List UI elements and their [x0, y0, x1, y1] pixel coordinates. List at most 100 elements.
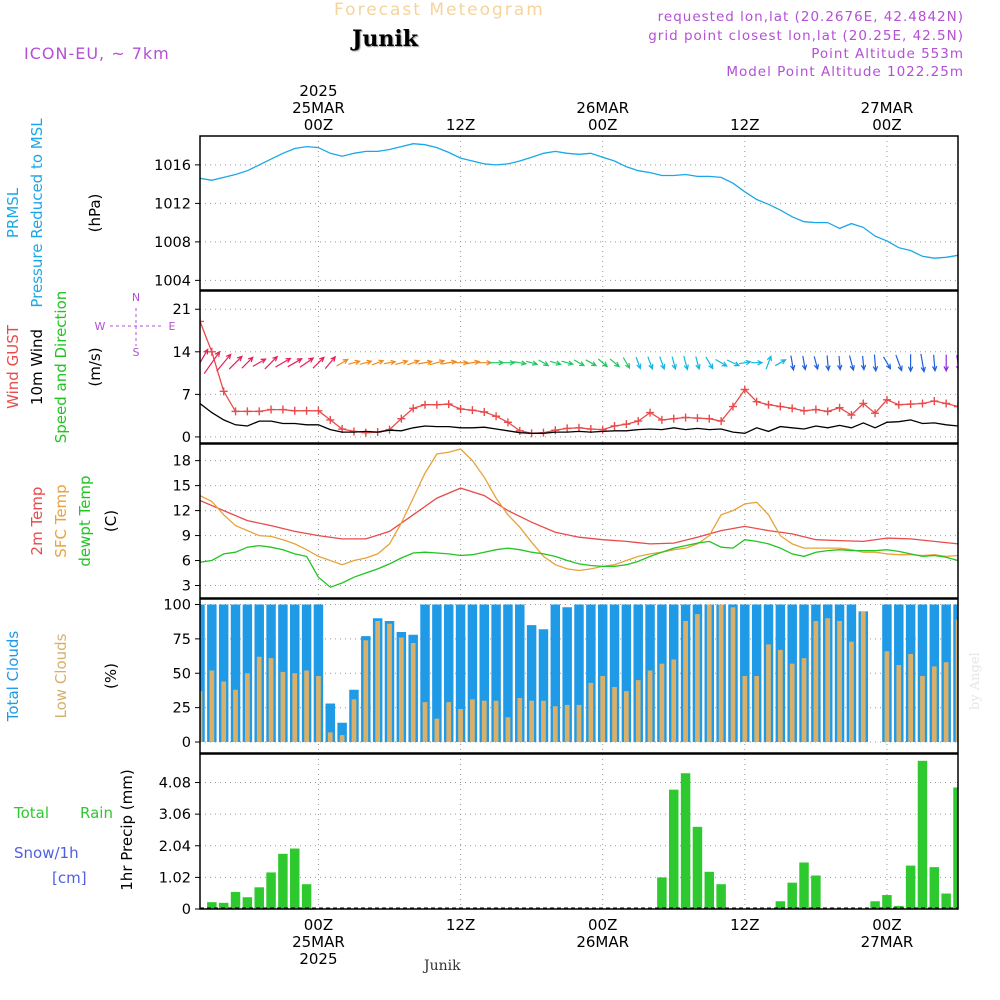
top-time-label: 26MAR	[576, 99, 629, 117]
low-cloud-bar	[896, 665, 902, 742]
low-cloud-bar	[730, 607, 736, 742]
gust-marker	[740, 385, 749, 394]
low-cloud-bar	[612, 687, 617, 742]
wind-arrow	[907, 354, 914, 373]
low-cloud-bar	[410, 643, 416, 742]
top-time-label: 25MAR	[292, 99, 345, 117]
wind-arrow	[252, 358, 267, 367]
temp-ytick-label: 12	[173, 504, 191, 520]
low-cloud-bar	[398, 637, 404, 742]
gust-marker	[290, 406, 299, 415]
gust-marker	[361, 428, 370, 437]
gust-marker	[966, 393, 974, 401]
bottom-time-label: 26MAR	[576, 933, 629, 951]
total-cloud-bar	[443, 604, 454, 742]
low-cloud-bar	[588, 682, 594, 742]
clouds-axis-label: Low Clouds	[52, 633, 70, 718]
total-cloud-bar	[597, 604, 608, 742]
total-cloud-bar	[538, 629, 549, 742]
rain-bar	[301, 884, 312, 909]
gust-marker	[172, 293, 180, 301]
wind-arrow	[774, 359, 787, 367]
wind-arrow	[407, 359, 421, 366]
low-cloud-bar	[813, 621, 819, 742]
rain-bar	[704, 871, 715, 909]
rain-bar	[680, 773, 691, 909]
wind-arrow	[751, 360, 764, 366]
gust-marker	[776, 402, 785, 411]
gust-marker	[954, 402, 958, 411]
wind-arrow	[813, 356, 820, 371]
rain-bar	[905, 865, 916, 909]
wind-arrow	[241, 356, 254, 369]
total-cloud-bar	[200, 604, 205, 742]
wind-arrow	[882, 356, 892, 370]
gust-marker	[610, 421, 619, 430]
top-time-label: 00Z	[872, 116, 901, 134]
wind-arrow	[860, 355, 867, 371]
total-cloud-bar	[325, 703, 336, 742]
wind-arrow	[647, 356, 654, 371]
gust-marker	[693, 414, 702, 423]
low-cloud-bar	[446, 702, 452, 742]
gust-marker	[752, 397, 761, 406]
wind-arrow	[299, 357, 315, 368]
precip-ytick-label: 0	[182, 902, 191, 918]
top-time-label: 00Z	[304, 116, 333, 134]
gust-marker	[515, 426, 524, 435]
temp-ytick-label: 6	[182, 554, 191, 570]
low-cloud-bar	[695, 614, 700, 742]
pressure-ytick-label: 1012	[154, 196, 191, 212]
wind-arrow	[790, 355, 796, 372]
gust-marker	[930, 397, 939, 406]
gust-marker	[243, 407, 252, 416]
wind-arrow	[683, 355, 689, 371]
gust-marker	[231, 407, 240, 416]
low-cloud-bar	[375, 621, 381, 742]
rain-bar	[230, 891, 241, 909]
low-cloud-bar	[706, 604, 712, 742]
gust-marker	[918, 399, 927, 408]
wind-arrow	[635, 356, 642, 370]
gust-marker	[207, 347, 216, 356]
low-cloud-bar	[304, 670, 309, 742]
wind-arrow	[597, 358, 609, 368]
low-cloud-bar	[245, 673, 250, 742]
clouds-axis-label: (%)	[102, 663, 120, 689]
rain-bar	[254, 887, 264, 909]
low-cloud-bar	[635, 680, 641, 742]
low-cloud-bar	[884, 651, 890, 742]
low-cloud-bar	[837, 621, 842, 742]
gust-marker	[503, 418, 512, 427]
wind-arrow	[429, 359, 446, 366]
wind-arrow	[715, 358, 728, 367]
rain-bar	[657, 877, 667, 909]
top-time-label: 00Z	[588, 116, 617, 134]
rain-bar	[977, 845, 986, 909]
low-cloud-bar	[434, 718, 440, 742]
total-cloud-bar	[989, 605, 998, 743]
low-cloud-bar	[481, 700, 487, 742]
gust-marker	[598, 425, 607, 434]
pressure-axis-label: (hPa)	[86, 194, 104, 233]
gust-marker	[717, 417, 726, 426]
gust-marker	[314, 406, 323, 415]
low-cloud-bar	[849, 641, 854, 742]
gust-marker	[492, 412, 501, 421]
rain-bar	[242, 897, 253, 909]
wind-line-wind	[200, 402, 958, 434]
credit-watermark: by Angel	[968, 652, 983, 710]
total-cloud-bar	[586, 604, 596, 742]
precip-ytick-label: 4.08	[159, 776, 191, 792]
total-cloud-bar	[467, 604, 478, 742]
temp-line-sfc	[200, 448, 958, 572]
wind-arrow	[609, 358, 621, 368]
gust-marker	[859, 399, 868, 408]
pressure-ytick-label: 1008	[154, 235, 191, 251]
bottom-time-label: 25MAR	[292, 933, 345, 951]
low-cloud-bar	[754, 676, 760, 742]
rain-bar	[953, 787, 958, 909]
precip-series	[200, 760, 986, 909]
gust-marker	[847, 411, 856, 420]
